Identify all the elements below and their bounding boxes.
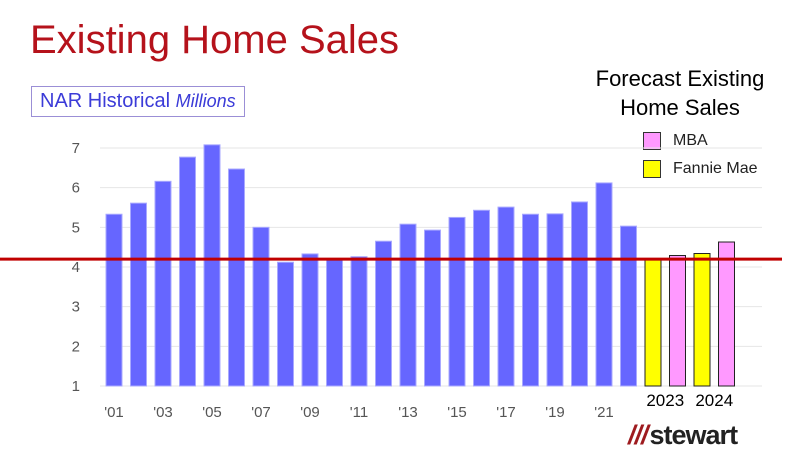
historical-badge: NAR Historical Millions — [31, 86, 245, 117]
bar-2019 — [546, 213, 564, 387]
y-tick-label: 3 — [72, 299, 80, 316]
forecast-title-line1: Forecast Existing — [595, 66, 765, 91]
y-tick-label: 7 — [72, 140, 80, 157]
historical-label: NAR Historical — [40, 90, 171, 112]
bar-2004 — [179, 156, 196, 387]
bar-2015 — [448, 216, 466, 387]
legend-fannie-mae: Fannie Mae — [643, 160, 758, 178]
forecast-title-line2: Home Sales — [620, 95, 740, 120]
bar-2018 — [522, 213, 539, 387]
chart-title: Existing Home Sales — [30, 18, 400, 62]
bar-2009 — [301, 253, 319, 387]
y-tick-label: 2 — [72, 338, 80, 355]
bar-2001 — [105, 213, 123, 387]
bar-2011 — [350, 256, 368, 387]
bar-2003 — [154, 180, 172, 387]
units-label: Millions — [175, 91, 236, 111]
forecast-bar-fannie-mae-2024 — [693, 253, 711, 387]
bar-2007 — [252, 226, 270, 387]
x-tick-label: '11 — [350, 404, 368, 421]
x-tick-label: '01 — [104, 404, 124, 421]
bar-2008 — [277, 261, 294, 387]
forecast-year-label: 2024 — [695, 391, 733, 410]
bar-2013 — [399, 223, 417, 387]
forecast-bar-fannie-mae-2023 — [644, 258, 662, 387]
bar-2010 — [326, 258, 343, 387]
y-tick-label: 6 — [72, 180, 80, 197]
forecast-bar-mba-2024 — [718, 241, 735, 387]
x-tick-label: '17 — [496, 404, 516, 421]
x-tick-label: '09 — [300, 404, 320, 421]
x-tick-label: '21 — [594, 404, 614, 421]
bar-2020 — [571, 201, 588, 387]
x-tick-label: '19 — [545, 404, 565, 421]
x-tick-label: '03 — [153, 404, 173, 421]
y-tick-label: 4 — [72, 259, 80, 276]
forecast-year-label: 2023 — [646, 391, 684, 410]
bar-2016 — [473, 209, 490, 387]
x-tick-label: '13 — [398, 404, 418, 421]
y-tick-label: 5 — [72, 219, 80, 236]
legend-swatch-mba — [643, 132, 661, 150]
legend-label-fannie-mae: Fannie Mae — [673, 160, 758, 177]
bar-2022 — [620, 225, 637, 387]
legend-mba: MBA — [643, 132, 708, 150]
x-tick-label: '07 — [251, 404, 271, 421]
legend-swatch-fannie-mae — [643, 160, 661, 178]
x-tick-label: '15 — [447, 404, 467, 421]
legend-label-mba: MBA — [673, 132, 708, 149]
bar-2021 — [595, 182, 613, 387]
bar-2002 — [130, 202, 147, 387]
bar-2005 — [203, 144, 221, 387]
bar-2006 — [228, 168, 245, 387]
bar-2012 — [375, 240, 392, 387]
bar-2017 — [497, 206, 515, 387]
bar-2014 — [424, 229, 441, 387]
forecast-bar-mba-2023 — [669, 254, 686, 387]
stewart-logo: ///stewart — [628, 420, 738, 450]
x-tick-label: '05 — [202, 404, 222, 421]
forecast-title: Forecast Existing Home Sales — [585, 64, 775, 122]
y-tick-label: 1 — [72, 378, 80, 395]
